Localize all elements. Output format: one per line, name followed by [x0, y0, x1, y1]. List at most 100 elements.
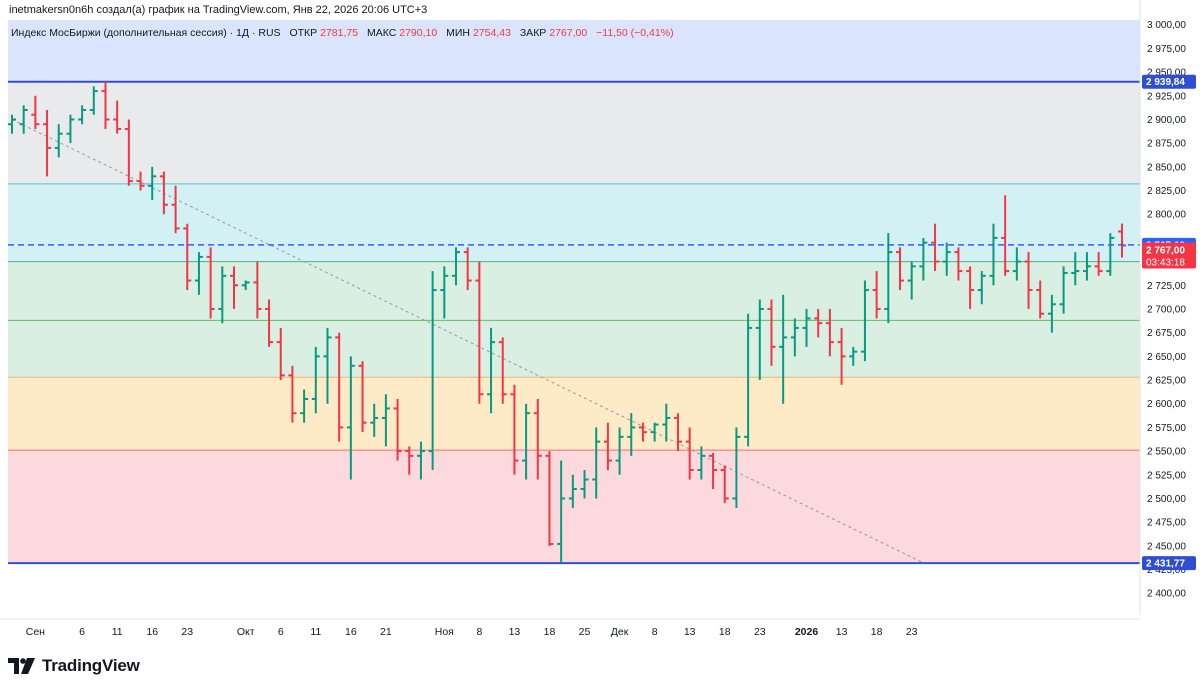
last-price-badge-label: 2 767,00 [1146, 245, 1185, 256]
ohlc-bar [650, 422, 659, 442]
fib-zone [8, 261, 1140, 321]
fib-zone [8, 320, 1140, 378]
level-badge-label: 2 431,77 [1146, 559, 1185, 570]
ohlc-bar [1106, 233, 1115, 276]
ohlc-bar [300, 389, 309, 423]
ohlc-bar [872, 271, 881, 319]
ohlc-bar [837, 327, 846, 385]
countdown-label: 03:43:18 [1146, 257, 1185, 268]
ohlc-bar [101, 81, 110, 129]
time-axis[interactable]: Сен 6 11 16 23 Окт 6 11 16 21 Ноя 8 13 18 25 Дек 8 13 18 23… [0, 615, 1200, 650]
ohlc-bar [148, 166, 157, 201]
time-tick-label: 16 [146, 626, 158, 638]
ohlc-bar [78, 105, 87, 125]
time-tick-label: 23 [181, 626, 193, 638]
fib-zone [8, 81, 1140, 184]
legend-symbol: Индекс МосБиржи (дополнительная сессия) … [11, 27, 281, 39]
price-tick-label: 2 425,00 [1147, 565, 1186, 576]
ohlc-bar [1036, 280, 1045, 319]
ohlc-bar [533, 398, 542, 480]
ohlc-bar [1024, 252, 1033, 309]
ohlc-bar [8, 114, 16, 134]
ohlc-bar [288, 365, 297, 423]
legend-open-label: ОТКР [289, 27, 317, 39]
time-tick-label: 13 [836, 626, 848, 638]
fib-zone [8, 20, 1140, 82]
ohlc-bar [335, 332, 344, 442]
price-tick-label: 2 925,00 [1147, 91, 1186, 102]
price-tick-label: 2 600,00 [1147, 399, 1186, 410]
tradingview-logo-text: TradingView [42, 656, 140, 675]
ohlc-bar [884, 233, 893, 324]
price-tick-label: 2 475,00 [1147, 518, 1186, 529]
ohlc-bar [779, 294, 788, 404]
price-axis[interactable]: 3 000,00 2 975,00 2 950,00 2 925,00 2 900,00… [1139, 0, 1200, 650]
ohlc-bar [31, 95, 40, 129]
level-badge [1142, 556, 1196, 571]
ohlc-bar [977, 271, 986, 305]
price-tick-label: 3 000,00 [1147, 20, 1186, 31]
ohlc-bar [19, 105, 28, 134]
time-tick-label: 21 [380, 626, 392, 638]
time-tick-label: Сен [26, 626, 45, 638]
ohlc-bar [522, 403, 531, 480]
fib-zones [8, 20, 1140, 564]
ohlc-bar [720, 465, 729, 504]
ohlc-bar [311, 346, 320, 414]
ohlc-bar [1059, 266, 1068, 314]
ohlc-bar [265, 299, 274, 347]
time-tick-label: 6 [278, 626, 284, 638]
price-tick-label: 2 650,00 [1147, 352, 1186, 363]
level-badge [1142, 74, 1196, 89]
ohlc-bar [545, 451, 554, 546]
ohlc-bar [931, 223, 940, 272]
time-tick-label: 23 [754, 626, 766, 638]
ohlc-bar [498, 337, 507, 404]
ohlc-bar [697, 446, 706, 480]
time-axis-background [0, 615, 1200, 650]
price-chart[interactable]: 3 000,00 2 975,00 2 950,00 2 925,00 2 900,00… [0, 0, 1200, 650]
ohlc-bar [896, 247, 904, 291]
ohlc-bar [253, 261, 262, 319]
price-tick-label: 2 675,00 [1147, 328, 1186, 339]
ohlc-bar [1094, 252, 1103, 276]
ohlc-bar [276, 327, 285, 381]
price-tick-label: 2 975,00 [1147, 44, 1186, 55]
price-tick-label: 2 825,00 [1147, 186, 1186, 197]
ohlc-bar [241, 280, 250, 291]
price-tick-label: 2 950,00 [1147, 68, 1186, 79]
svg-text:Индекс МосБиржи (дополнительна: Индекс МосБиржи (дополнительная сессия) … [11, 27, 674, 39]
ohlc-bar [568, 474, 577, 508]
ohlc-bar [1047, 294, 1056, 333]
ohlc-bar [685, 427, 694, 480]
ohlc-bar [1082, 252, 1091, 281]
ohlc-bar [802, 308, 811, 347]
price-tick-label: 2 875,00 [1147, 139, 1186, 150]
ohlc-bar [849, 346, 858, 366]
time-tick-label: 13 [684, 626, 696, 638]
ohlc-bar [463, 247, 472, 291]
ohlc-bar [638, 422, 647, 442]
time-tick-label: 18 [719, 626, 731, 638]
ohlc-bar [1001, 195, 1010, 276]
ohlc-bar [323, 327, 332, 404]
price-tick-label: 2 700,00 [1147, 304, 1186, 315]
ohlc-bar [416, 441, 425, 480]
ohlc-bar [370, 403, 379, 437]
tradingview-logo[interactable]: TradingView [8, 655, 140, 677]
time-tick-label: 11 [112, 626, 123, 638]
price-tick-label: 2 850,00 [1147, 162, 1186, 173]
ohlc-bar [954, 247, 963, 281]
ohlc-bar [66, 114, 75, 144]
ohlc-bar [592, 427, 601, 499]
fib-zone [8, 450, 1140, 564]
ohlc-bar [159, 171, 168, 215]
ohlc-bar [580, 470, 589, 499]
legend-low-label: МИН [446, 27, 470, 39]
ohlc-bar [428, 271, 437, 471]
time-tick-label: 8 [476, 626, 482, 638]
time-tick-label: 11 [310, 626, 321, 638]
ohlc-bar [206, 247, 215, 319]
price-tick-label: 2 500,00 [1147, 494, 1186, 505]
ohlc-bar [814, 308, 823, 338]
